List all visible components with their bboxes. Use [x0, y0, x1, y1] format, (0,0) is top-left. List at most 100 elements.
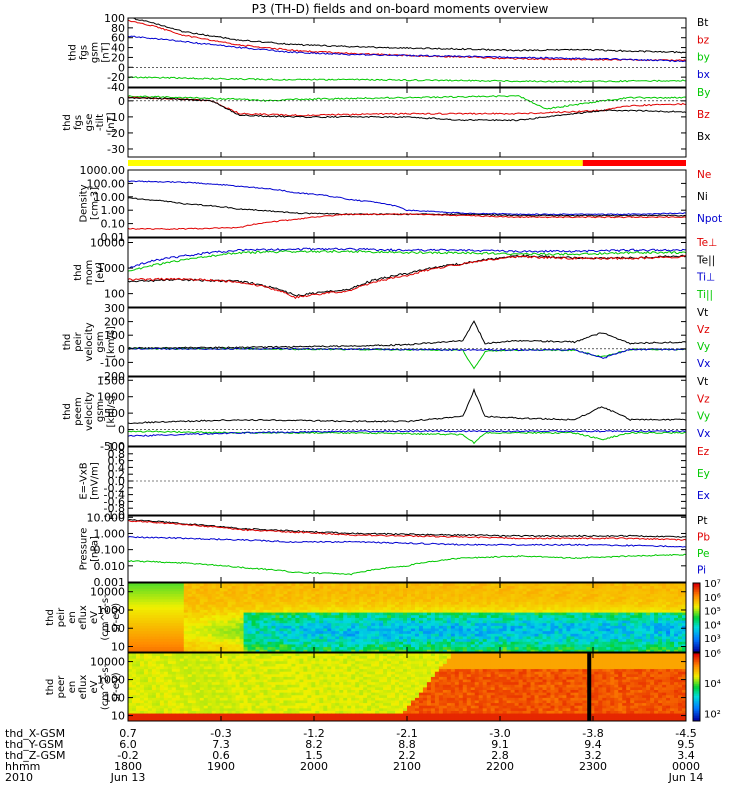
spectrogram-cell [363, 604, 368, 608]
spectrogram-cell [239, 700, 244, 704]
spectrogram-cell [135, 710, 141, 714]
spectrogram-cell [139, 679, 145, 683]
spectrogram-cell [147, 630, 153, 634]
spectrogram-cell [670, 641, 675, 645]
spectrogram-cell [395, 628, 400, 632]
spectrogram-cell [259, 590, 264, 595]
spectrogram-cell [151, 671, 157, 675]
spectrogram-cell [295, 620, 300, 624]
spectrogram-cell [199, 649, 205, 653]
spectrogram-cell [646, 606, 651, 610]
spectrogram-cell [634, 633, 639, 637]
spectrogram-cell [670, 583, 675, 587]
spectrogram-cell [299, 630, 304, 634]
legend-entry: Bt [697, 17, 708, 29]
spectrogram-cell [183, 663, 189, 667]
spectrogram-cell [311, 598, 316, 602]
spectrogram-cell [239, 606, 244, 610]
spectrogram-cell [646, 612, 651, 616]
spectrogram-cell [367, 617, 372, 621]
spectrogram-cell [215, 606, 221, 610]
spectrogram-cell [522, 649, 527, 653]
spectrogram-cell [514, 614, 519, 618]
spectrogram-cell [355, 646, 360, 650]
spectrogram-cell [594, 601, 599, 605]
spectrogram-cell [267, 702, 272, 706]
spectrogram-cell [267, 598, 272, 602]
spectrogram-cell [434, 598, 440, 602]
spectrogram-cell [454, 633, 460, 637]
spectrogram-cell [223, 681, 229, 685]
spectrogram-cell [215, 676, 221, 680]
spectrogram-cell [155, 609, 161, 613]
colorbar-segment [693, 614, 700, 617]
spectrogram-cell [255, 601, 260, 605]
spectrogram-cell [207, 707, 213, 711]
spectrogram-cell [594, 596, 599, 600]
spectrogram-cell [319, 585, 324, 589]
spectrogram-cell [614, 638, 619, 642]
spectrogram-cell [263, 620, 268, 624]
spectrogram-cell [131, 655, 137, 659]
spectrogram-cell [299, 620, 304, 624]
spectrogram-cell [215, 596, 221, 600]
spectrogram-cell [159, 617, 165, 621]
spectrogram-cell [343, 620, 348, 624]
spectrogram-cell [387, 636, 392, 640]
spectrogram-cell [143, 646, 149, 650]
spectrogram-cell [383, 606, 388, 610]
spectrogram-cell [403, 585, 408, 589]
spectrogram-cell [251, 633, 256, 637]
spectrogram-cell [247, 694, 252, 698]
spectrogram-cell [343, 622, 348, 626]
spectrogram-cell [243, 694, 248, 698]
spectrogram-cell [522, 633, 527, 637]
spectrogram-cell [128, 653, 133, 657]
spectrogram-cell [175, 666, 181, 670]
spectrogram-cell [574, 585, 579, 589]
spectrogram-cell [299, 649, 304, 653]
spectrogram-cell [371, 636, 376, 640]
spectrogram-cell [291, 609, 296, 613]
spectrogram-cell [478, 585, 484, 589]
spectrogram-cell [319, 583, 324, 587]
spectrogram-cell [434, 636, 440, 640]
spectrogram-cell [163, 663, 169, 667]
spectrogram-cell [307, 641, 312, 645]
spectrogram-cell [151, 601, 157, 605]
spectrogram-cell [215, 601, 221, 605]
spectrogram-cell [147, 649, 153, 653]
spectrogram-cell [195, 583, 201, 587]
spectrogram-cell [458, 625, 464, 629]
spectrogram-cell [335, 625, 340, 629]
spectrogram-cell [183, 588, 189, 592]
spectrogram-cell [634, 585, 639, 589]
spectrogram-cell [203, 673, 209, 677]
spectrogram-cell [159, 713, 165, 717]
spectrogram-cell [490, 641, 496, 645]
legend-entry: Bz [697, 109, 710, 121]
spectrogram-cell [223, 585, 229, 589]
spectrogram-cell [275, 601, 280, 605]
spectrogram-cell [239, 633, 244, 637]
spectrogram-cell [331, 612, 336, 616]
colorbar-segment [693, 586, 700, 589]
spectrogram-cell [510, 601, 516, 605]
y-tick-label: -200 [100, 370, 125, 383]
spectrogram-cell [191, 649, 197, 653]
spectrogram-cell [235, 641, 240, 645]
spectrogram-cell [155, 694, 161, 698]
spectrogram-cell [263, 606, 268, 610]
spectrogram-cell [135, 668, 141, 672]
spectrogram-cell [303, 598, 308, 602]
spectrogram-cell [199, 588, 205, 592]
spectrogram-cell [167, 585, 173, 589]
spectrogram-cell [131, 585, 137, 589]
spectrogram-cell [375, 638, 380, 642]
spectrogram-cell [602, 625, 607, 629]
spectrogram-cell [355, 596, 360, 600]
spectrogram-cell [163, 671, 169, 675]
spectrogram-cell [283, 583, 288, 587]
spectrogram-cell [666, 590, 671, 595]
spectrogram-cell [131, 681, 137, 685]
